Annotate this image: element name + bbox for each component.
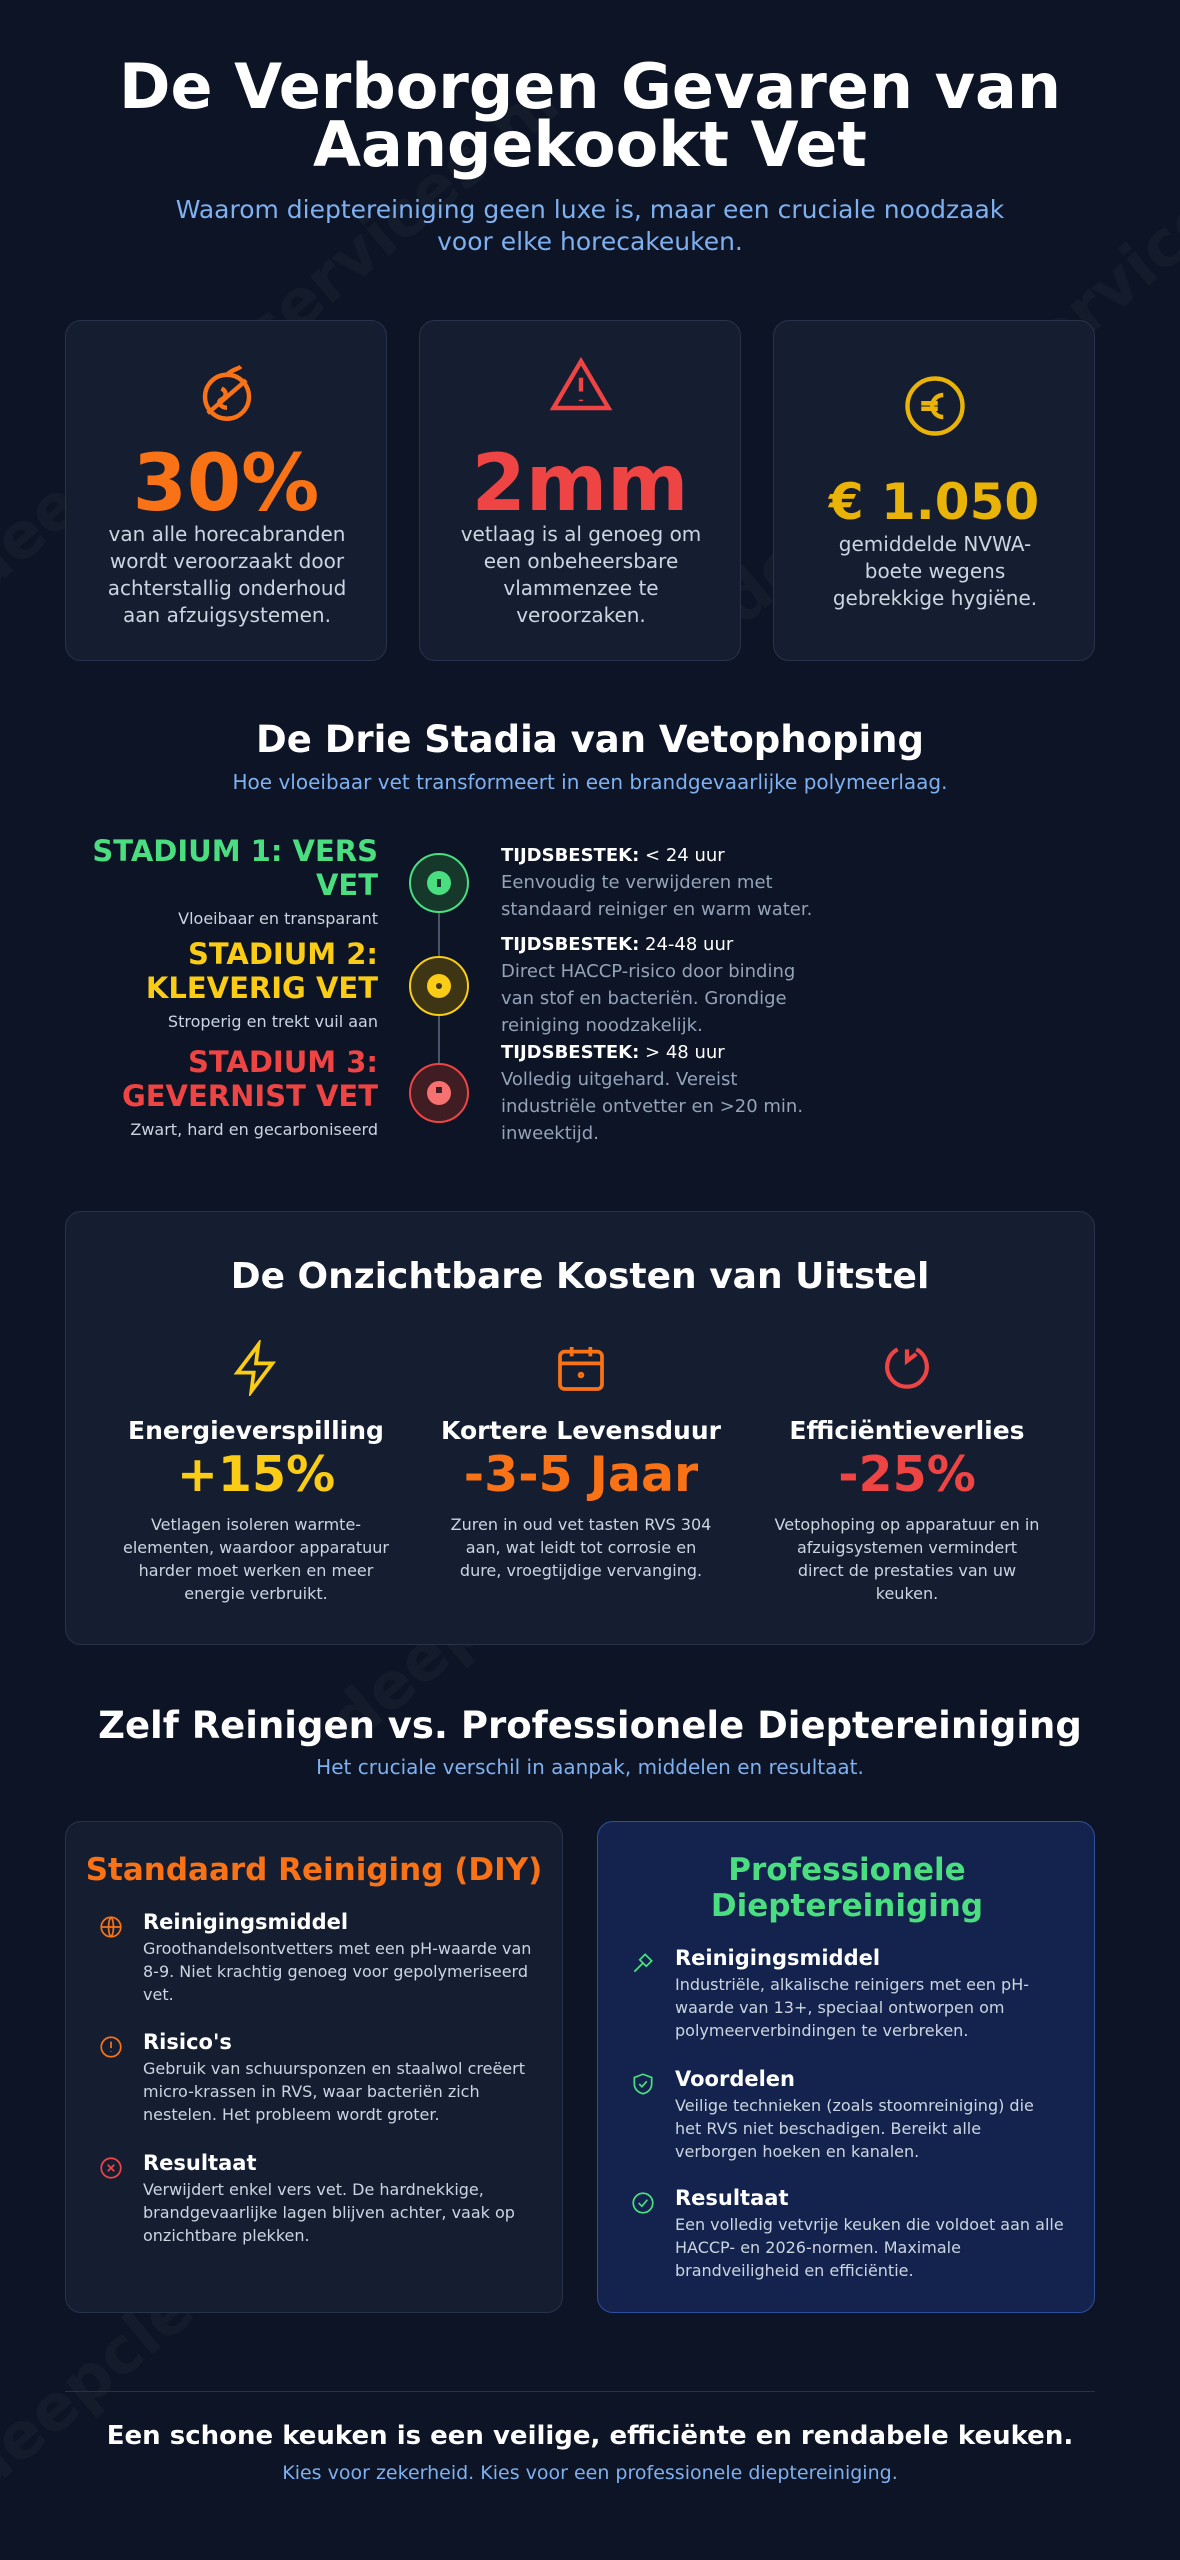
stage-text: Volledig uitgehard. Vereist industriële … [501, 1069, 804, 1144]
gauge-icon [885, 1347, 929, 1389]
item-name: Reinigingsmiddel [143, 1910, 349, 1934]
stage-name: STADIUM 1: VERS VET [92, 834, 378, 902]
time-value: < 24 uur [645, 845, 725, 866]
stage-time: TIJDSBESTEK: > 48 uur Volledig uitgehard.… [501, 1039, 821, 1147]
page-subtitle: Waarom dieptereiniging geen luxe is, maa… [175, 195, 1005, 256]
cost-text: Vetlagen isoleren warmte-elementen, waar… [123, 1515, 389, 1603]
item-text: Groothandelsontvetters met een pH-waarde… [143, 1939, 532, 2004]
icon [100, 2157, 122, 2179]
section-title: De Drie Stadia van Vetophoping [256, 718, 924, 761]
cost-text: Zuren in oud vet tasten RVS 304 aan, wat… [450, 1515, 712, 1580]
bolt-icon [233, 1337, 277, 1399]
section-title: De Onzichtbare Kosten van Uitstel [230, 1256, 930, 1297]
cost-item: Kortere Levensduur -3-5 Jaar Zuren in ou… [431, 1340, 731, 1582]
costs-card: De Onzichtbare Kosten van Uitstel Energi… [65, 1211, 1095, 1645]
fire-icon [202, 364, 252, 421]
cost-value: -25% [838, 1446, 976, 1503]
pro-item: Voordelen Veilige technieken (zoals stoo… [630, 2067, 1064, 2163]
item-name: Voordelen [675, 2067, 795, 2091]
card-title: Standaard Reiniging (DIY) [85, 1852, 543, 1888]
time-label: TIJDSBESTEK: [501, 1042, 640, 1063]
stat-value: 30% [132, 439, 320, 529]
pro-card: Professionele Dieptereiniging Reinigings… [597, 1821, 1095, 2313]
stat-text: vetlaag is al genoeg om een onbeheersbar… [460, 522, 702, 627]
diy-card: Standaard Reiniging (DIY) Reinigingsmidd… [65, 1821, 563, 2313]
time-label: TIJDSBESTEK: [501, 934, 640, 955]
calendar-icon [558, 1347, 604, 1391]
icon [633, 2073, 653, 2095]
item-name: Risico's [143, 2030, 232, 2054]
footer-subtitle: Kies voor zekerheid. Kies voor een profe… [282, 2462, 898, 2484]
diy-item: Risico's Gebruik van schuursponzen en st… [98, 2030, 532, 2126]
stage-name: STADIUM 2: KLEVERIG VET [145, 937, 378, 1005]
time-value: 24-48 uur [645, 934, 734, 955]
timeline [409, 853, 469, 1123]
stat-value: € 1.050 [828, 473, 1040, 531]
stage-text: Direct HACCP-risico door binding van sto… [501, 961, 796, 1036]
stage-desc: Vloeibaar en transparant [178, 909, 378, 928]
time-value: > 48 uur [645, 1042, 725, 1063]
stage-time: TIJDSBESTEK: 24-48 uur Direct HACCP-risic… [501, 931, 821, 1039]
cost-text: Vetophoping op apparatuur en in afzuigsy… [774, 1515, 1040, 1603]
item-name: Resultaat [143, 2151, 257, 2175]
cost-value: +15% [176, 1446, 336, 1503]
item-text: Gebruik van schuursponzen en staalwol cr… [143, 2059, 525, 2124]
stage-time: TIJDSBESTEK: < 24 uur Eenvoudig te verwij… [501, 842, 821, 923]
divider [65, 2391, 1095, 2392]
card-title: Professionele Dieptereiniging [710, 1852, 984, 1924]
stage-desc: Stroperig en trekt vuil aan [167, 1012, 378, 1031]
cost-value: -3-5 Jaar [463, 1446, 699, 1503]
pro-item: Resultaat Een volledig vetvrije keuken d… [630, 2186, 1064, 2282]
item-name: Resultaat [675, 2186, 789, 2210]
stat-card: 2mm vetlaag is al genoeg om een onbeheer… [419, 320, 741, 661]
warning-icon [549, 356, 613, 411]
footer-title: Een schone keuken is een veilige, effici… [106, 2421, 1074, 2451]
item-name: Reinigingsmiddel [675, 1946, 881, 1970]
section-subtitle: Het cruciale verschil in aanpak, middele… [316, 1755, 864, 1779]
pro-item: Reinigingsmiddel Industriële, alkalische… [630, 1946, 1064, 2042]
item-text: Verwijdert enkel vers vet. De hardnekkig… [143, 2180, 515, 2245]
cost-item: Energieverspilling +15% Vetlagen isolere… [106, 1337, 406, 1605]
stage-text: Eenvoudig te verwijderen met standaard r… [501, 872, 813, 920]
section-title: Zelf Reinigen vs. Professionele Dieptere… [98, 1704, 1082, 1747]
cost-name: Efficiëntieverlies [789, 1416, 1025, 1445]
item-text: Industriële, alkalische reinigers met ee… [675, 1975, 1029, 2040]
icon [100, 2036, 122, 2058]
cost-name: Energieverspilling [128, 1416, 384, 1445]
section-subtitle: Hoe vloeibaar vet transformeert in een b… [232, 770, 948, 794]
icon [100, 1916, 122, 1938]
stat-value: 2mm [471, 439, 689, 529]
icon [632, 2192, 654, 2214]
diy-item: Reinigingsmiddel Groothandelsontvetters … [98, 1910, 532, 2006]
diy-item: Resultaat Verwijdert enkel vers vet. De … [98, 2151, 532, 2247]
cost-name: Kortere Levensduur [441, 1416, 721, 1445]
euro-icon [905, 376, 965, 436]
item-text: Een volledig vetvrije keuken die voldoet… [675, 2215, 1064, 2280]
item-text: Veilige technieken (zoals stoomreiniging… [675, 2096, 1034, 2161]
stat-text: van alle horecabranden wordt veroorzaakt… [107, 522, 347, 627]
stat-text: gemiddelde NVWA-boete wegens gebrekkige … [832, 532, 1038, 610]
time-label: TIJDSBESTEK: [501, 845, 640, 866]
stat-card: € 1.050 gemiddelde NVWA-boete wegens geb… [773, 320, 1095, 661]
stage-desc: Zwart, hard en gecarboniseerd [130, 1120, 378, 1139]
cost-item: Efficiëntieverlies -25% Vetophoping op a… [757, 1340, 1057, 1605]
page-title: De Verborgen Gevaren van Aangekookt Vet [119, 50, 1061, 181]
icon [633, 1953, 653, 1973]
stat-card: 30% van alle horecabranden wordt veroorz… [65, 320, 387, 661]
stage-name: STADIUM 3: GEVERNIST VET [121, 1045, 378, 1113]
